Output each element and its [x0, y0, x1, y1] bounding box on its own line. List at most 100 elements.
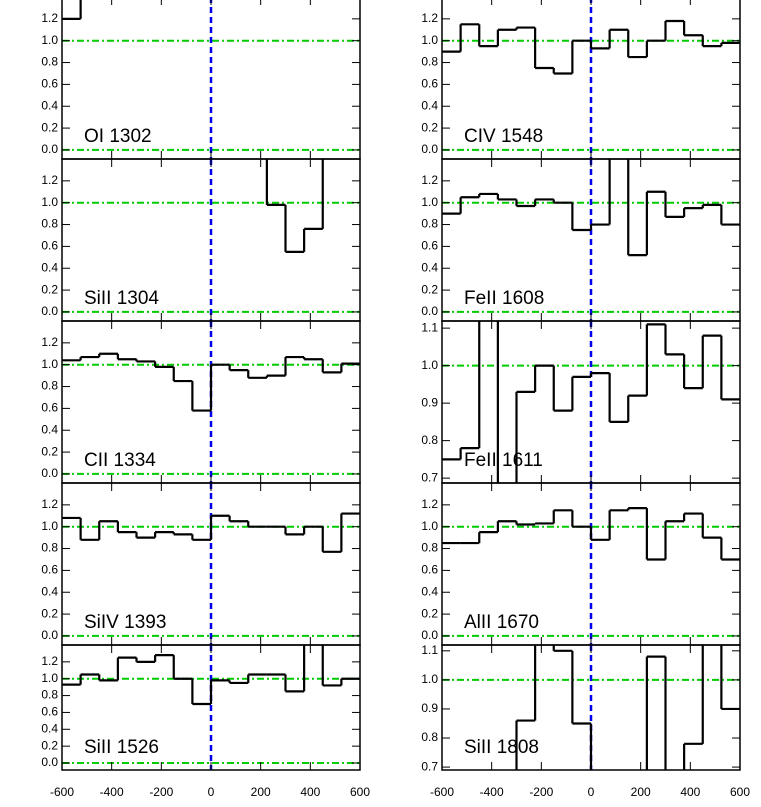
y-tick-label: 0.4: [41, 260, 58, 274]
plot-area: [442, 645, 740, 770]
x-tick-label: 0: [588, 785, 595, 799]
panel-label: CIV 1548: [464, 126, 543, 147]
panel: 0.0 0.2 0.4 0.6 0.8 1.0 1.2 CIV 1548: [421, 0, 741, 160]
y-tick-label: 0.8: [421, 730, 438, 744]
panel: 0.0 0.2 0.4 0.6 0.8 1.0 1.2 AlII 1670: [421, 482, 741, 646]
y-tick-label: 0.4: [41, 721, 58, 735]
y-tick-label: 0.0: [41, 755, 58, 769]
plot-area: [442, 0, 740, 159]
y-tick-label: 0.8: [421, 433, 438, 447]
y-tick-label: 1.0: [421, 195, 438, 209]
y-tick-label: 1.0: [421, 519, 438, 533]
x-tick-label: 600: [350, 785, 370, 799]
x-tick-label: -400: [480, 785, 504, 799]
x-tick-label: 400: [680, 785, 700, 799]
x-tick-label: 400: [300, 785, 320, 799]
plot-area: [442, 321, 740, 483]
y-tick-label: 1.1: [421, 320, 438, 334]
plot-area: [442, 483, 740, 645]
y-tick-label: 0.0: [41, 466, 58, 480]
y-tick-label: 0.4: [421, 98, 438, 112]
y-tick-label: 0.0: [421, 628, 438, 642]
y-tick-label: 0.6: [41, 77, 58, 91]
y-tick-label: 1.1: [421, 643, 438, 657]
y-tick-label: 0.8: [41, 379, 58, 393]
y-tick-label: 0.4: [421, 260, 438, 274]
panel: 0.0 0.2 0.4 0.6 0.8 1.0 1.2 OI 1302: [41, 0, 361, 160]
panel-label: AlII 1670: [464, 612, 539, 633]
y-tick-label: 1.0: [421, 33, 438, 47]
y-tick-label: 0.6: [41, 705, 58, 719]
x-tick-label: -600: [50, 785, 74, 799]
y-tick-label: 1.2: [41, 497, 58, 511]
y-tick-label: 0.9: [421, 701, 438, 715]
y-tick-label: 1.2: [41, 11, 58, 25]
y-tick-label: 1.0: [41, 33, 58, 47]
panel: 0.0 0.2 0.4 0.6 0.8 1.0 1.2 -600 -400 -200 0 200 400…: [41, 644, 370, 799]
x-tick-label: -200: [149, 785, 173, 799]
plot-area: [62, 483, 360, 645]
x-tick-label: -600: [430, 785, 454, 799]
y-tick-label: 0.0: [421, 304, 438, 318]
y-tick-label: 0.4: [421, 584, 438, 598]
plot-area: [62, 645, 360, 770]
y-tick-label: 1.0: [421, 358, 438, 372]
panel-label: OI 1302: [84, 126, 152, 147]
panel-label: SiII 1808: [464, 737, 539, 758]
panel-label: FeII 1611: [464, 450, 543, 471]
y-tick-label: 1.2: [421, 497, 438, 511]
y-tick-label: 0.2: [41, 120, 58, 134]
panel-label: FeII 1608: [464, 288, 544, 309]
y-tick-label: 1.0: [41, 195, 58, 209]
y-tick-label: 1.0: [41, 357, 58, 371]
plot-area: [62, 159, 360, 321]
x-tick-label: -200: [529, 785, 553, 799]
y-tick-label: 1.2: [41, 654, 58, 668]
y-tick-label: 0.2: [41, 444, 58, 458]
y-tick-label: 0.2: [421, 120, 438, 134]
x-tick-label: 200: [251, 785, 271, 799]
y-tick-label: 0.8: [41, 217, 58, 231]
panel: 0.7 0.8 0.9 1.0 1.1 -600 -400 -200 0 200 400 600 SiI…: [421, 643, 750, 799]
plot-area: [62, 321, 360, 483]
y-tick-label: 0.0: [41, 304, 58, 318]
y-tick-label: 0.4: [41, 98, 58, 112]
panel: 0.0 0.2 0.4 0.6 0.8 1.0 1.2 CII 1334: [41, 320, 361, 484]
x-tick-label: 0: [208, 785, 215, 799]
y-tick-label: 0.4: [41, 584, 58, 598]
panel-label: SiIV 1393: [84, 612, 166, 633]
y-tick-label: 0.8: [41, 541, 58, 555]
panel-label: SiII 1304: [84, 288, 159, 309]
x-tick-label: -400: [100, 785, 124, 799]
x-tick-label: 600: [730, 785, 750, 799]
y-tick-label: 0.8: [421, 541, 438, 555]
x-tick-label: 200: [631, 785, 651, 799]
panel: 0.0 0.2 0.4 0.6 0.8 1.0 1.2 SiII 1304: [41, 158, 361, 322]
y-tick-label: 1.2: [41, 173, 58, 187]
panel: 0.7 0.8 0.9 1.0 1.1 FeII 1611: [421, 320, 741, 484]
y-tick-label: 1.0: [41, 671, 58, 685]
y-tick-label: 0.6: [41, 563, 58, 577]
y-tick-label: 0.2: [41, 606, 58, 620]
y-tick-label: 0.0: [41, 142, 58, 156]
y-tick-label: 1.2: [421, 173, 438, 187]
panel: 0.0 0.2 0.4 0.6 0.8 1.0 1.2 SiIV 1393: [41, 482, 361, 646]
panel-label: SiII 1526: [84, 737, 159, 758]
y-tick-label: 1.2: [41, 335, 58, 349]
y-tick-label: 0.7: [421, 759, 438, 773]
y-tick-label: 0.2: [421, 606, 438, 620]
y-tick-label: 0.6: [421, 239, 438, 253]
y-tick-label: 0.8: [41, 55, 58, 69]
y-tick-label: 0.9: [421, 395, 438, 409]
y-tick-label: 0.6: [41, 239, 58, 253]
y-tick-label: 1.0: [41, 519, 58, 533]
panel-label: CII 1334: [84, 450, 156, 471]
y-tick-label: 0.0: [41, 628, 58, 642]
y-tick-label: 0.0: [421, 142, 438, 156]
y-tick-label: 1.2: [421, 11, 438, 25]
y-tick-label: 1.0: [421, 672, 438, 686]
y-tick-label: 0.7: [421, 470, 438, 484]
y-tick-label: 0.6: [421, 77, 438, 91]
y-tick-label: 0.8: [421, 217, 438, 231]
